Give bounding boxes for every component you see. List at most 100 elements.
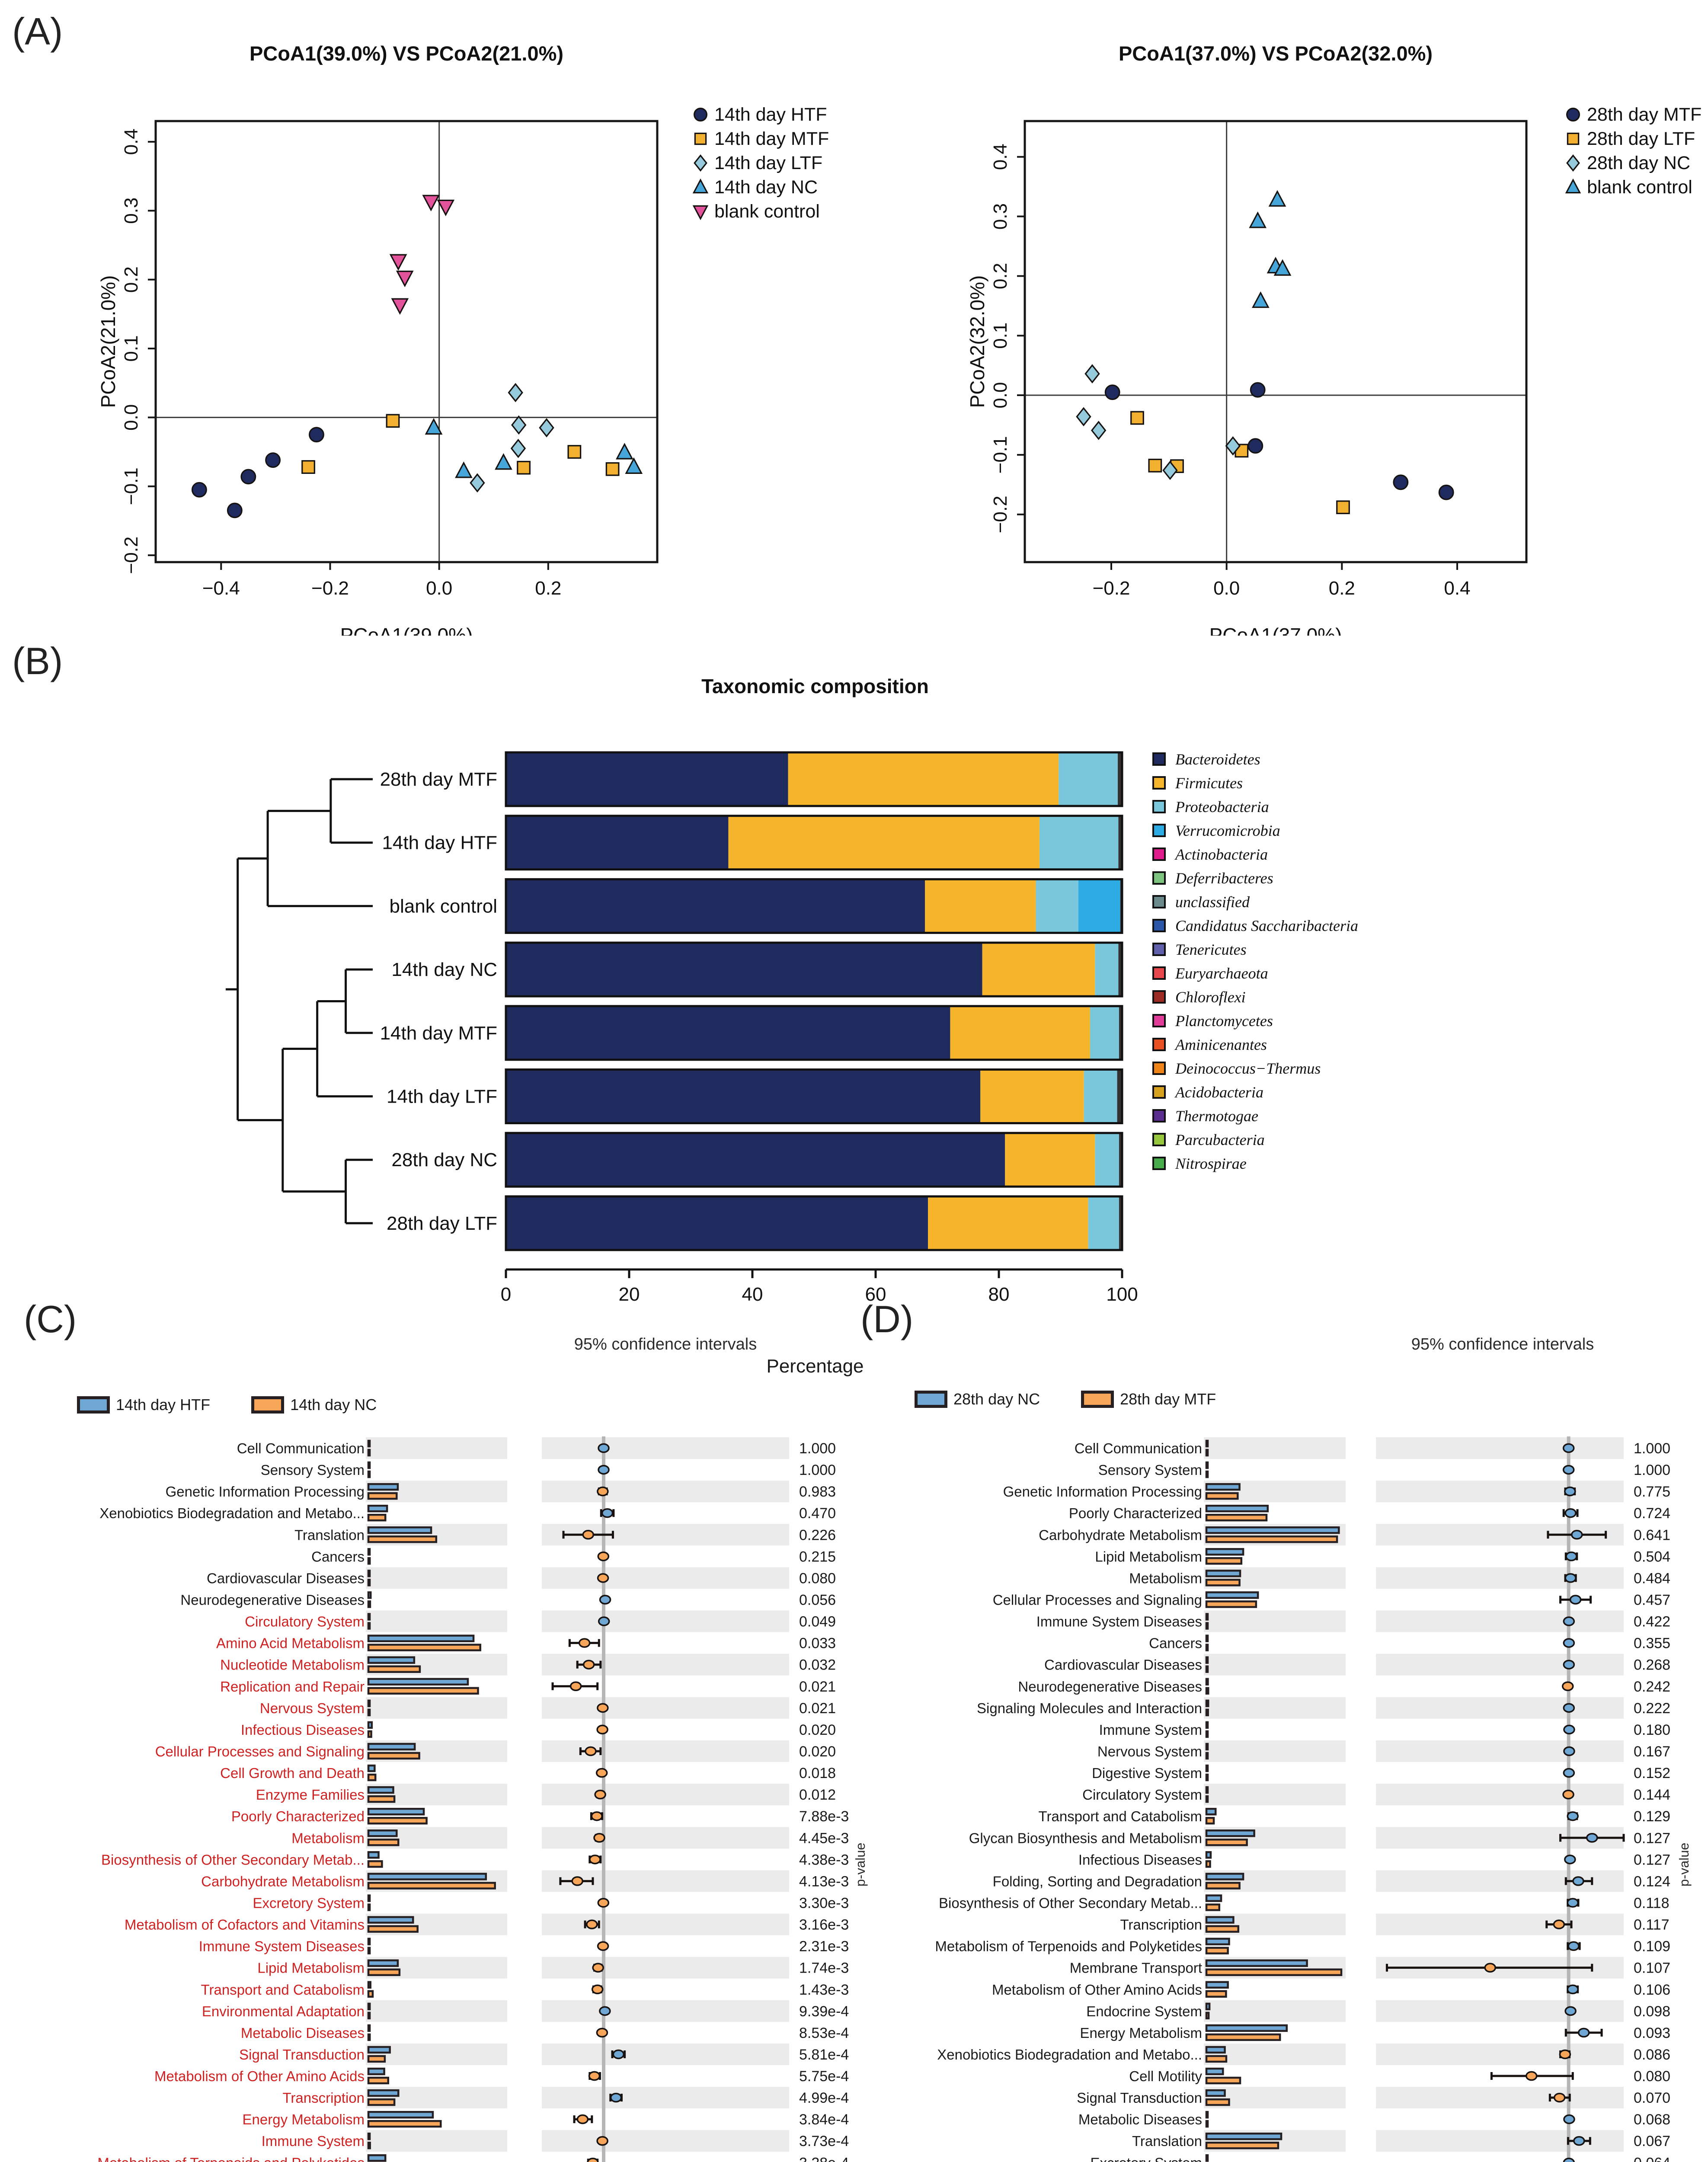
category-label: Immune System — [262, 2133, 365, 2149]
category-label: Cardiovascular Diseases — [207, 1570, 365, 1586]
mean-bars — [1205, 1439, 1209, 1457]
tax-legend-swatch — [1152, 1133, 1166, 1146]
scatter-svg: PCoA1(37.0%) VS PCoA2(32.0%) −0.2 0.0 0.2 0.… — [966, 42, 1528, 646]
ci-group — [584, 1919, 600, 1929]
category-label: Cancers — [1149, 1635, 1202, 1651]
row-stripe — [1376, 1697, 1624, 1719]
ci-group — [1564, 1876, 1593, 1886]
mean-bars — [1205, 1461, 1209, 1478]
p-value: 0.180 — [1634, 1722, 1670, 1738]
y-tick-label: 0.0 — [990, 382, 1011, 408]
tax-legend-swatch — [1152, 800, 1166, 813]
ci-dot — [1562, 1789, 1574, 1800]
p-value: 4.45e-3 — [799, 1830, 849, 1846]
ci-dot — [598, 1443, 610, 1453]
ci-group — [1563, 1660, 1575, 1669]
mean-bars — [367, 1851, 383, 1868]
ci-dot — [598, 1465, 610, 1475]
pcoa-28day-legend: 28th day MTF 28th day LTF 28th day NC blank… — [1564, 102, 1703, 209]
diamond-marker — [508, 383, 523, 403]
ci-dot — [1567, 1898, 1579, 1908]
ci-dot — [569, 1681, 582, 1692]
ci-group — [598, 1616, 610, 1626]
y-tick-label: 0.3 — [990, 203, 1011, 230]
ci-dot — [1562, 1443, 1575, 1453]
ci-group — [1564, 2006, 1577, 2016]
tax-segment-Firmicutes — [982, 943, 1095, 997]
x-tick-label: 0.2 — [535, 578, 561, 599]
category-label: Neurodegenerative Diseases — [180, 1592, 365, 1608]
ci-dot — [1567, 1811, 1579, 1821]
ci-dot — [1563, 1768, 1575, 1778]
category-label: Xenobiotics Biodegradation and Metabo... — [99, 1505, 365, 1521]
category-label: Xenobiotics Biodegradation and Metabo... — [937, 2047, 1202, 2063]
panel-b-label: (B) — [12, 640, 63, 682]
ci-group — [600, 1508, 615, 1518]
mean-bar-group1 — [367, 2132, 371, 2140]
ci-group — [598, 1443, 610, 1453]
tax-legend-item: Firmicutes — [1152, 771, 1358, 795]
ci-group — [1562, 1508, 1579, 1518]
category-label: Excretory System — [1090, 2155, 1202, 2162]
mean-bar-group2 — [1205, 1947, 1229, 1954]
p-value: 5.75e-4 — [799, 2068, 849, 2085]
legend-item-label: 28th day NC — [1587, 153, 1690, 173]
ci-group — [1563, 2114, 1575, 2124]
p-value: 7.88e-3 — [799, 1808, 849, 1825]
p-value: 0.012 — [799, 1787, 836, 1803]
mean-bar-group2 — [367, 1492, 398, 1500]
mean-bars — [1205, 1959, 1343, 1976]
mean-bar-group2 — [367, 1708, 371, 1717]
ci-dot — [576, 2114, 589, 2124]
category-label: Glycan Biosynthesis and Metabolism — [969, 1830, 1202, 1846]
p-value: 0.144 — [1634, 1787, 1670, 1803]
ci-group — [559, 1876, 594, 1886]
ci-group — [1559, 1833, 1625, 1843]
mean-bar-group1 — [367, 1613, 371, 1621]
p-value: 0.064 — [1634, 2155, 1670, 2162]
tax-row-label: blank control — [390, 896, 497, 917]
ci-dot — [593, 1833, 605, 1843]
stamp-14-legend-group1: 14th day HTF — [77, 1396, 210, 1414]
legend-item-label: 14th day HTF — [714, 104, 827, 125]
ci-group — [1564, 1573, 1577, 1583]
tax-legend-swatch — [1152, 1109, 1166, 1123]
tax-segment-Bacteroidetes — [506, 752, 788, 806]
category-label: Poorly Characterized — [1069, 1505, 1202, 1521]
category-label: Infectious Diseases — [1078, 1852, 1202, 1868]
ci-dot — [1572, 1876, 1584, 1886]
tax-segment-Bacteroidetes — [506, 1133, 1005, 1187]
tax-bar-row — [505, 941, 1123, 998]
category-label: Neurodegenerative Diseases — [1018, 1679, 1202, 1695]
tax-axis-tick-label: 60 — [865, 1284, 886, 1305]
category-label: Metabolism — [291, 1830, 365, 1846]
mean-bar-group2 — [367, 2120, 442, 2128]
ci-dot — [586, 1919, 598, 1929]
tax-row-label: 14th day MTF — [380, 1023, 497, 1044]
p-value: 0.086 — [1634, 2047, 1670, 2063]
mean-bar-group2 — [367, 1730, 372, 1738]
row-stripe — [1204, 2000, 1346, 2022]
mean-bars — [1205, 1764, 1209, 1781]
ci-group — [1559, 1595, 1592, 1605]
mean-bar-group2 — [1205, 2141, 1279, 2149]
stamp-svg: Cell Communication 1.000 Sensory System 1.0… — [97, 1436, 849, 2162]
mean-bar-group1 — [1205, 1591, 1259, 1599]
mean-bar-group1 — [367, 1894, 371, 1902]
mean-bar-group1 — [1205, 2024, 1288, 2032]
mean-bars — [1205, 1591, 1259, 1608]
tax-legend-swatch — [1152, 1157, 1166, 1170]
circle-marker — [227, 502, 243, 518]
tax-legend-item: unclassified — [1152, 890, 1358, 914]
mean-bar-group1 — [1205, 1959, 1308, 1967]
ci-group — [1563, 1746, 1575, 1756]
category-label: Transport and Catabolism — [201, 1982, 365, 1998]
mean-bar-group2 — [1205, 2033, 1281, 2041]
ci-dot — [595, 1768, 608, 1778]
p-value: 0.215 — [799, 1548, 836, 1565]
legend-item-label: blank control — [1587, 177, 1692, 198]
p-value: 0.127 — [1634, 1852, 1670, 1868]
tax-legend-label: Acidobacteria — [1175, 1083, 1263, 1101]
mean-bar-group1 — [1205, 1829, 1255, 1837]
tax-legend-label: Candidatus Saccharibacteria — [1175, 917, 1358, 934]
